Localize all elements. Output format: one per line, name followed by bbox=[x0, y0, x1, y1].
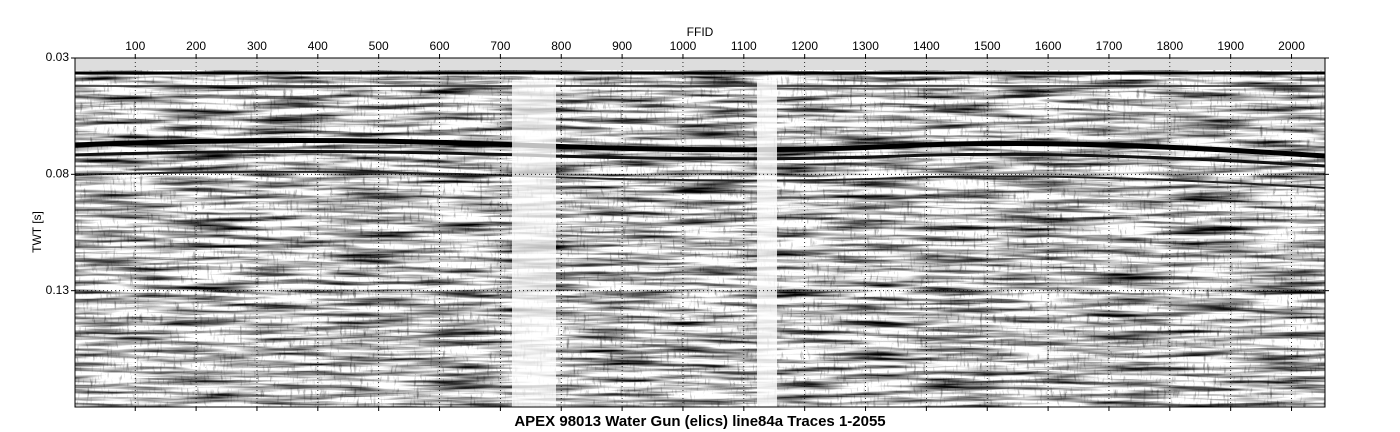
chart-title: APEX 98013 Water Gun (elics) line84a Tra… bbox=[514, 413, 885, 430]
x-tick-label: 100 bbox=[125, 39, 145, 53]
y-axis-label: TWT [s] bbox=[30, 211, 44, 253]
y-tick-label: 0.08 bbox=[46, 167, 70, 181]
x-tick-label: 900 bbox=[612, 39, 632, 53]
y-tick-label: 0.03 bbox=[46, 50, 70, 64]
x-tick-label: 1700 bbox=[1096, 39, 1123, 53]
x-tick-label: 1500 bbox=[974, 39, 1001, 53]
x-axis-label: FFID bbox=[687, 25, 714, 39]
x-tick-label: 1600 bbox=[1035, 39, 1062, 53]
x-tick-label: 200 bbox=[186, 39, 206, 53]
y-tick-label: 0.13 bbox=[46, 283, 70, 297]
x-tick-label: 600 bbox=[430, 39, 450, 53]
x-tick-label: 300 bbox=[247, 39, 267, 53]
x-tick-label: 1800 bbox=[1156, 39, 1183, 53]
x-tick-label: 400 bbox=[308, 39, 328, 53]
x-tick-label: 1300 bbox=[852, 39, 879, 53]
x-tick-label: 500 bbox=[369, 39, 389, 53]
x-tick-label: 1200 bbox=[791, 39, 818, 53]
x-tick-label: 800 bbox=[551, 39, 571, 53]
x-tick-label: 1900 bbox=[1217, 39, 1244, 53]
x-tick-label: 1000 bbox=[670, 39, 697, 53]
x-tick-label: 1100 bbox=[731, 39, 757, 53]
x-tick-label: 700 bbox=[490, 39, 510, 53]
x-tick-label: 2000 bbox=[1278, 39, 1305, 53]
x-tick-label: 1400 bbox=[913, 39, 940, 53]
seismic-image bbox=[75, 58, 1325, 407]
